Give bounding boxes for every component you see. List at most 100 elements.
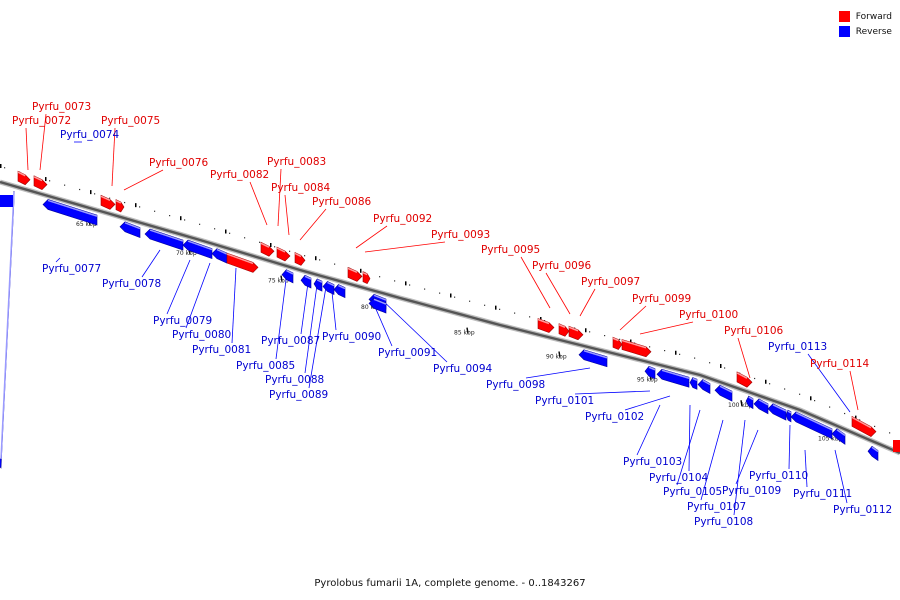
gene-pyrfu-0112[interactable]	[831, 428, 846, 445]
upper-tick-mark	[810, 396, 812, 401]
gene-highlight	[836, 429, 846, 436]
gene-pyrfu-0089[interactable]	[322, 281, 335, 295]
background-dot	[529, 316, 531, 318]
gene-highlight	[100, 195, 111, 202]
scale-tick-label: 95 kbp	[637, 376, 658, 383]
gene-label: Pyrfu_0089	[269, 389, 328, 401]
gene-body	[115, 199, 125, 213]
gene-highlight	[115, 199, 122, 204]
gene-pyrfu-0101[interactable]	[644, 365, 656, 380]
gene-pyrfu-0080[interactable]	[182, 239, 213, 260]
gene-body	[144, 228, 184, 251]
background-dot	[424, 288, 426, 290]
gene-label: Pyrfu_0082	[210, 169, 269, 181]
gene-pyrfu-0106[interactable]	[736, 371, 753, 388]
gene-pyrfu-0107[interactable]	[745, 395, 754, 410]
gene-pyrfu-0114[interactable]	[851, 415, 877, 438]
gene-pyrfu-0078[interactable]	[119, 221, 141, 239]
gene-pyrfu-0097[interactable]	[568, 325, 584, 341]
gene-pyrfu-0074[interactable]	[0, 191, 15, 469]
gene-label: Pyrfu_0085	[236, 360, 295, 372]
gene-label: Pyrfu_0103	[623, 456, 682, 468]
gene-body	[119, 221, 141, 239]
gene-label: Pyrfu_0098	[486, 379, 545, 391]
gene-pyrfu-0113[interactable]	[867, 445, 879, 462]
gene-pyrfu-0084[interactable]	[276, 246, 291, 262]
genome-backbone	[0, 179, 900, 456]
gene-pyrfu-0111[interactable]	[790, 411, 833, 440]
gene-pyrfu-0083[interactable]	[260, 241, 275, 257]
gene-pyrfu-0085[interactable]	[281, 269, 294, 284]
gene-pyrfu-0090[interactable]	[333, 284, 346, 299]
gene-pyrfu-0103[interactable]	[689, 377, 698, 390]
gene-label: Pyrfu_0106	[724, 325, 784, 337]
leader-line	[807, 353, 851, 413]
gene-pyrfu-0098[interactable]	[578, 349, 608, 368]
gene-pyrfu-0086[interactable]	[294, 252, 306, 266]
gene-label: Pyrfu_0090	[322, 331, 381, 343]
gene-highlight	[558, 324, 566, 328]
gene-pyrfu-0081[interactable]	[211, 248, 228, 264]
background-dot	[109, 197, 111, 199]
gene-highlight	[260, 242, 270, 248]
leader-line	[39, 113, 47, 171]
upper-tick-mark	[315, 256, 317, 261]
gene-pyrfu-0093[interactable]	[362, 271, 371, 284]
upper-tick-mark	[135, 203, 137, 208]
gene-label: Pyrfu_0101	[535, 395, 594, 407]
gene-highlight	[772, 404, 787, 412]
scale-tick	[740, 400, 743, 407]
gene-body	[182, 239, 213, 260]
gene-pyrfu-0095[interactable]	[537, 318, 555, 333]
leader-line	[141, 249, 161, 278]
leader-line	[733, 419, 746, 516]
label-leader-lines	[25, 113, 859, 516]
gene-pyrfu-0099[interactable]	[612, 336, 623, 350]
gene-body	[785, 409, 792, 423]
gene-pyrfu-0072[interactable]	[17, 170, 31, 186]
gene-body	[294, 252, 306, 266]
gene-body	[17, 170, 31, 186]
gene-pyrfu-0082[interactable]	[226, 252, 259, 273]
gene-pyrfu-0079[interactable]	[144, 228, 184, 251]
background-dot	[784, 388, 786, 390]
gene-body	[714, 384, 733, 402]
gene-highlight	[787, 410, 792, 414]
gene-pyrfu-0077[interactable]	[42, 199, 98, 226]
gene-body	[656, 368, 690, 388]
leader-line	[737, 337, 751, 379]
gene-highlight	[373, 298, 387, 305]
leader-line	[231, 267, 237, 344]
gene-pyrfu-0092[interactable]	[347, 266, 363, 282]
leader-line	[275, 271, 288, 360]
gene-pyrfu-0100[interactable]	[621, 339, 652, 358]
gene-pyrfu-0105[interactable]	[714, 384, 733, 402]
gene-pyrfu-0094[interactable]	[368, 297, 387, 314]
leader-line	[299, 208, 327, 241]
scale-tick-label: 100 kbp	[728, 402, 753, 409]
gene-pyrfu-0076[interactable]	[115, 199, 125, 213]
gene-pyrfu-0087[interactable]	[300, 274, 312, 289]
background-dot	[679, 353, 681, 355]
upper-tick-mark	[225, 229, 227, 234]
background-dot	[619, 338, 621, 340]
upper-tick-mark	[855, 415, 857, 420]
gene-pyrfu-0109[interactable]	[767, 403, 787, 421]
gene-pyrfu-0088[interactable]	[313, 278, 323, 292]
gene-label: Pyrfu_0079	[153, 315, 212, 327]
background-dot	[274, 246, 276, 248]
gene-pyrfu-0102[interactable]	[656, 368, 690, 388]
reverse-swatch	[838, 26, 850, 37]
gene-pyrfu-0075[interactable]	[100, 194, 116, 210]
leader-line	[308, 286, 327, 389]
gene-pyrfu-0110[interactable]	[785, 409, 792, 423]
gene-pyrfu-0073[interactable]	[33, 175, 48, 190]
gene-pyrfu-0096[interactable]	[558, 323, 570, 337]
background-dot	[64, 184, 66, 186]
gene-pyrfu-0108[interactable]	[753, 398, 769, 415]
gene-label: Pyrfu_0077	[42, 263, 101, 275]
gene-highlight	[612, 337, 619, 342]
background-dot	[199, 223, 201, 225]
leader-line	[636, 404, 661, 456]
gene-pyrfu-0104[interactable]	[697, 379, 711, 395]
